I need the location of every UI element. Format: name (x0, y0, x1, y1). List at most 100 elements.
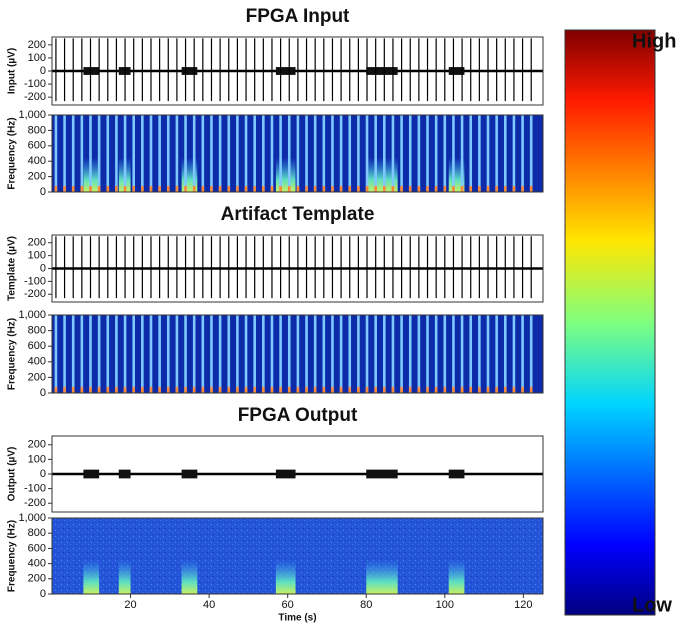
artifact-base (512, 387, 516, 393)
burst-energy (275, 559, 296, 594)
artifact-band (495, 315, 498, 393)
artifact-base (71, 387, 75, 393)
artifact-base (192, 387, 196, 393)
artifact-band (158, 115, 161, 192)
artifact-band (408, 315, 412, 393)
artifact-base (227, 387, 231, 393)
burst (448, 67, 465, 75)
artifact-band (192, 115, 196, 192)
artifact-band (132, 315, 136, 393)
artifact-base (486, 186, 490, 192)
artifact-band (54, 315, 58, 393)
y-tick-label: 0 (40, 387, 46, 399)
burst (275, 469, 296, 479)
y-tick-label: 200 (28, 573, 46, 585)
artifact-base (141, 387, 144, 393)
y-tick-label: 1,000 (18, 109, 46, 121)
artifact-band (89, 315, 92, 393)
y-tick-label: 600 (28, 140, 46, 152)
artifact-band (253, 315, 256, 393)
artifact-base (339, 387, 343, 393)
artifact-base (339, 186, 343, 192)
panel-title: Artifact Template (221, 204, 375, 225)
artifact-base (486, 387, 490, 393)
artifact-band (348, 115, 352, 192)
artifact-base (400, 186, 403, 192)
artifact-band (357, 315, 360, 393)
artifact-base (460, 186, 464, 192)
artifact-base (383, 387, 386, 393)
artifact-band (192, 315, 196, 393)
artifact-base (305, 387, 308, 393)
artifact-base (97, 387, 101, 393)
artifact-base (521, 186, 524, 192)
colorbar (564, 29, 656, 616)
y-tick-label: 200 (28, 39, 46, 51)
artifact-base (365, 186, 369, 192)
artifact-base (400, 387, 403, 393)
artifact-band (460, 315, 464, 393)
artifact-band (469, 115, 473, 192)
artifact-base (97, 186, 101, 192)
y-tick-label: 1,000 (18, 512, 46, 524)
artifact-base (478, 387, 481, 393)
artifact-band (236, 115, 239, 192)
y-tick-label: 200 (28, 439, 46, 451)
plot-frame (51, 517, 544, 595)
burst-energy (181, 559, 198, 594)
y-tick-label: 400 (28, 356, 46, 368)
artifact-base (469, 186, 473, 192)
x-tick-label: 60 (282, 599, 294, 611)
artifact-base (123, 387, 127, 393)
y-tick-label: 200 (28, 237, 46, 249)
x-axis-label: Time (s) (278, 613, 316, 624)
artifact-band (512, 115, 516, 192)
artifact-band (89, 115, 92, 192)
artifact-band (503, 115, 507, 192)
artifact-band (210, 315, 213, 393)
artifact-band (106, 315, 110, 393)
artifact-band (512, 315, 516, 393)
artifact-base (132, 186, 136, 192)
artifact-base (63, 186, 66, 192)
artifact-base (305, 186, 308, 192)
artifact-base (296, 387, 300, 393)
artifact-base (184, 186, 187, 192)
burst (366, 469, 398, 479)
burst-energy (118, 559, 131, 594)
artifact-band (495, 115, 498, 192)
artifact-base (426, 387, 429, 393)
burst-energy (366, 559, 398, 594)
artifact-band (417, 315, 421, 393)
artifact-base (357, 186, 360, 192)
burst (118, 469, 131, 479)
panel-title: FPGA Output (238, 405, 358, 426)
artifact-band (426, 115, 429, 192)
artifact-band (218, 115, 222, 192)
artifact-base (253, 186, 256, 192)
y-tick-label: 0 (40, 186, 46, 198)
artifact-base (512, 186, 516, 192)
artifact-band (417, 115, 421, 192)
artifact-band (313, 315, 317, 393)
artifact-band (270, 315, 274, 393)
y-axis-label: Frequency (Hz) (7, 520, 18, 592)
artifact-band (305, 315, 308, 393)
artifact-base (417, 387, 421, 393)
artifact-band (80, 115, 84, 192)
artifact-band (141, 115, 144, 192)
artifact-band (391, 115, 395, 192)
artifact-base (503, 186, 507, 192)
plot-frame (51, 314, 544, 394)
burst-energy (275, 157, 296, 192)
artifact-band (374, 315, 377, 393)
artifact-base (443, 186, 447, 192)
artifact-band (175, 315, 179, 393)
artifact-base (365, 387, 369, 393)
artifact-base (175, 186, 179, 192)
artifact-band (54, 115, 58, 192)
artifact-base (503, 387, 507, 393)
artifact-band (166, 315, 170, 393)
artifact-band (115, 315, 118, 393)
artifact-band (331, 115, 334, 192)
